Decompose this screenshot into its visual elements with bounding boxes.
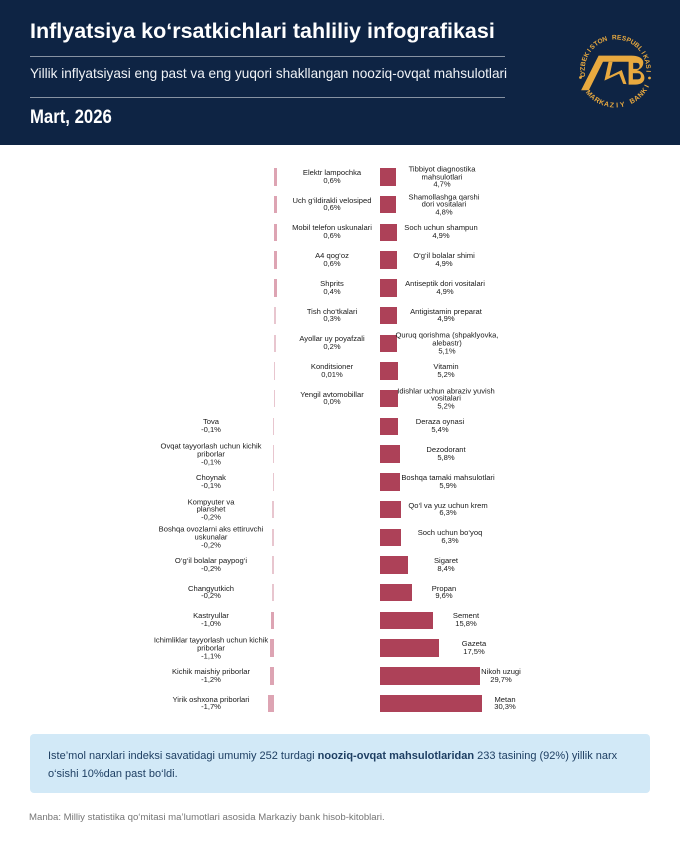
svg-text:S: S [621,35,628,43]
svg-text:T: T [593,40,600,48]
svg-text:U: U [629,39,637,48]
svg-text:A: A [588,93,596,102]
svg-text:K: K [641,54,649,61]
svg-text:A: A [633,94,641,103]
svg-text:O: O [597,37,605,46]
svg-text:M: M [584,89,593,98]
svg-text:K: K [640,87,649,95]
svg-text:B: B [580,61,588,67]
svg-text:A: A [643,59,651,66]
svg-text:R: R [593,96,601,105]
svg-text:I: I [644,84,651,89]
svg-text:R: R [612,34,617,41]
svg-text:B: B [629,97,637,106]
svg-text:A: A [603,101,610,109]
svg-text:E: E [581,56,589,63]
svg-text:S: S [644,64,652,70]
svg-text:O‘: O‘ [580,70,588,78]
svg-text:I: I [639,50,646,55]
svg-text:Y: Y [620,101,626,109]
svg-text:K: K [583,51,592,59]
svg-text:S: S [589,43,597,51]
svg-text:I: I [586,48,593,54]
svg-text:E: E [617,34,623,42]
svg-text:I: I [616,102,618,109]
svg-text:N: N [602,36,609,44]
svg-text:P: P [625,37,632,45]
svg-text:B: B [632,42,640,51]
svg-text:L: L [636,45,644,53]
svg-text:K: K [598,99,605,107]
svg-text:I: I [644,70,651,72]
svg-text:Z: Z [580,67,587,71]
svg-text:Z: Z [609,102,615,109]
svg-text:N: N [637,91,646,100]
